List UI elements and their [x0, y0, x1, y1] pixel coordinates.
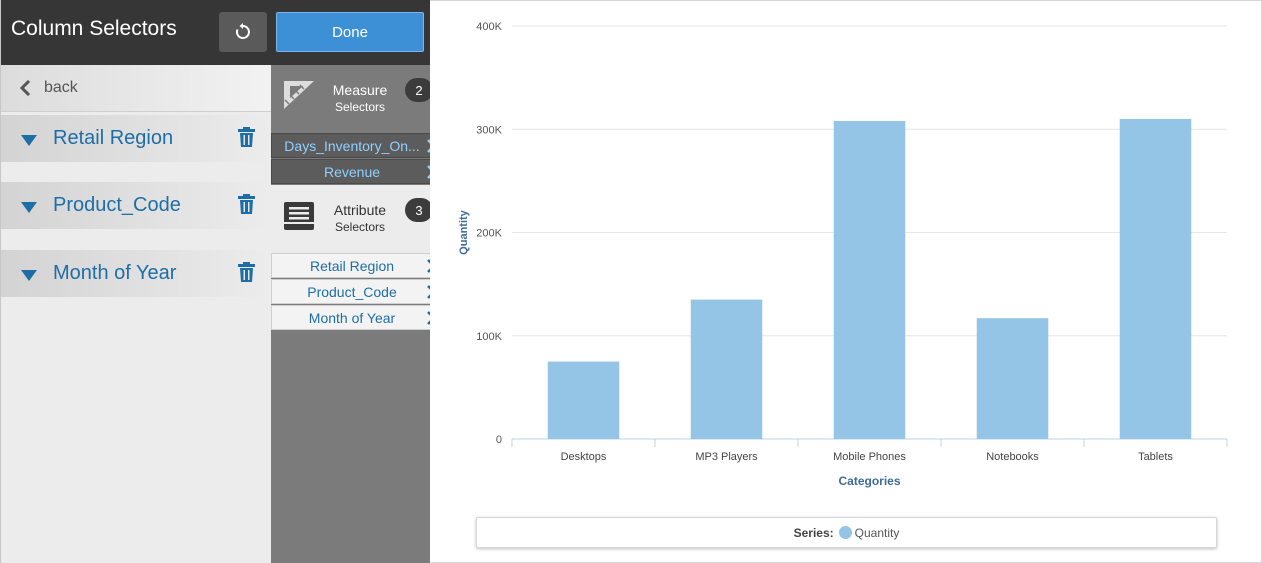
chip-label: Revenue [323, 164, 381, 180]
attribute-item-month-of-year[interactable]: Month of Year [271, 305, 449, 330]
panel-header: Column Selectors Done [1, 0, 431, 65]
measure-selectors-group[interactable]: Measure Selectors 2 [271, 65, 433, 133]
chip-label: Product_Code [307, 284, 397, 300]
bar[interactable] [976, 318, 1049, 439]
chip-label: Days_Inventory_On... [284, 138, 420, 154]
y-tick-label: 100K [476, 331, 502, 343]
selector-label: Month of Year [53, 262, 177, 284]
inbox-tray-icon [284, 202, 314, 230]
x-tick-label: Tablets [1138, 451, 1173, 463]
panel-title: Column Selectors [11, 17, 177, 40]
reset-icon [235, 23, 250, 39]
expand-triangle-icon[interactable] [21, 202, 37, 213]
x-tick-label: Desktops [561, 451, 607, 463]
expand-triangle-icon[interactable] [21, 270, 37, 281]
attribute-item-retail-region[interactable]: Retail Region [271, 253, 449, 278]
chip-label: Retail Region [309, 258, 395, 274]
x-tick-label: Notebooks [986, 451, 1039, 463]
trash-icon[interactable] [238, 127, 255, 147]
reset-button[interactable] [219, 12, 267, 52]
selector-label: Retail Region [53, 127, 174, 149]
done-button[interactable]: Done [276, 12, 424, 52]
group-title: Measure [332, 82, 388, 98]
y-axis-title: Quantity [458, 209, 470, 254]
measure-item-days-inventory[interactable]: Days_Inventory_On... [271, 133, 449, 158]
selector-row-month-of-year[interactable]: Month of Year [1, 250, 271, 297]
attribute-item-product-code[interactable]: Product_Code [271, 279, 449, 304]
attribute-selectors-group[interactable]: Attribute Selectors 3 [271, 185, 433, 253]
selected-columns-list: back Retail Region Product_Code Month of… [1, 65, 271, 563]
column-selectors-panel: Column Selectors Done back Retail Region [0, 0, 449, 563]
y-tick-label: 300K [476, 124, 502, 136]
measure-item-revenue[interactable]: Revenue [271, 159, 449, 184]
y-tick-label: 0 [496, 434, 502, 446]
selector-row-retail-region[interactable]: Retail Region [1, 115, 271, 162]
available-columns-list: Measure Selectors 2 Days_Inventory_On...… [271, 65, 449, 563]
x-tick-label: Mobile Phones [833, 451, 906, 463]
x-axis-title: Categories [838, 474, 900, 488]
bar[interactable] [690, 299, 763, 439]
trash-icon[interactable] [238, 194, 255, 214]
y-tick-label: 400K [476, 21, 502, 33]
chevron-left-icon [19, 80, 31, 96]
chip-label: Month of Year [308, 310, 396, 326]
count-badge: 3 [405, 198, 433, 222]
bar[interactable] [833, 120, 906, 440]
legend-series-marker[interactable] [838, 526, 852, 539]
legend-title: Series: [793, 526, 834, 540]
chart-area: 0 100K 200K 300K 400K Desktops MP3 Players Mobi… [430, 0, 1262, 563]
chart-legend: Series: Quantity [476, 517, 1217, 548]
expand-triangle-icon[interactable] [21, 135, 37, 146]
bar[interactable] [1119, 118, 1192, 440]
back-button[interactable]: back [1, 65, 271, 112]
back-label: back [44, 79, 78, 96]
count-badge: 2 [405, 78, 433, 102]
ruler-triangle-icon [284, 81, 314, 109]
trash-icon[interactable] [238, 262, 255, 282]
y-tick-label: 200K [476, 228, 502, 240]
group-subtitle: Selectors [334, 220, 386, 234]
x-tick-label: MP3 Players [695, 451, 758, 463]
selector-row-product-code[interactable]: Product_Code [1, 182, 271, 229]
group-subtitle: Selectors [334, 100, 386, 114]
bar-chart: 0 100K 200K 300K 400K Desktops MP3 Players Mobi… [458, 21, 1228, 488]
legend-series-label[interactable]: Quantity [854, 526, 900, 540]
group-title: Attribute [333, 202, 387, 218]
bar[interactable] [547, 361, 620, 439]
selector-label: Product_Code [53, 194, 181, 216]
